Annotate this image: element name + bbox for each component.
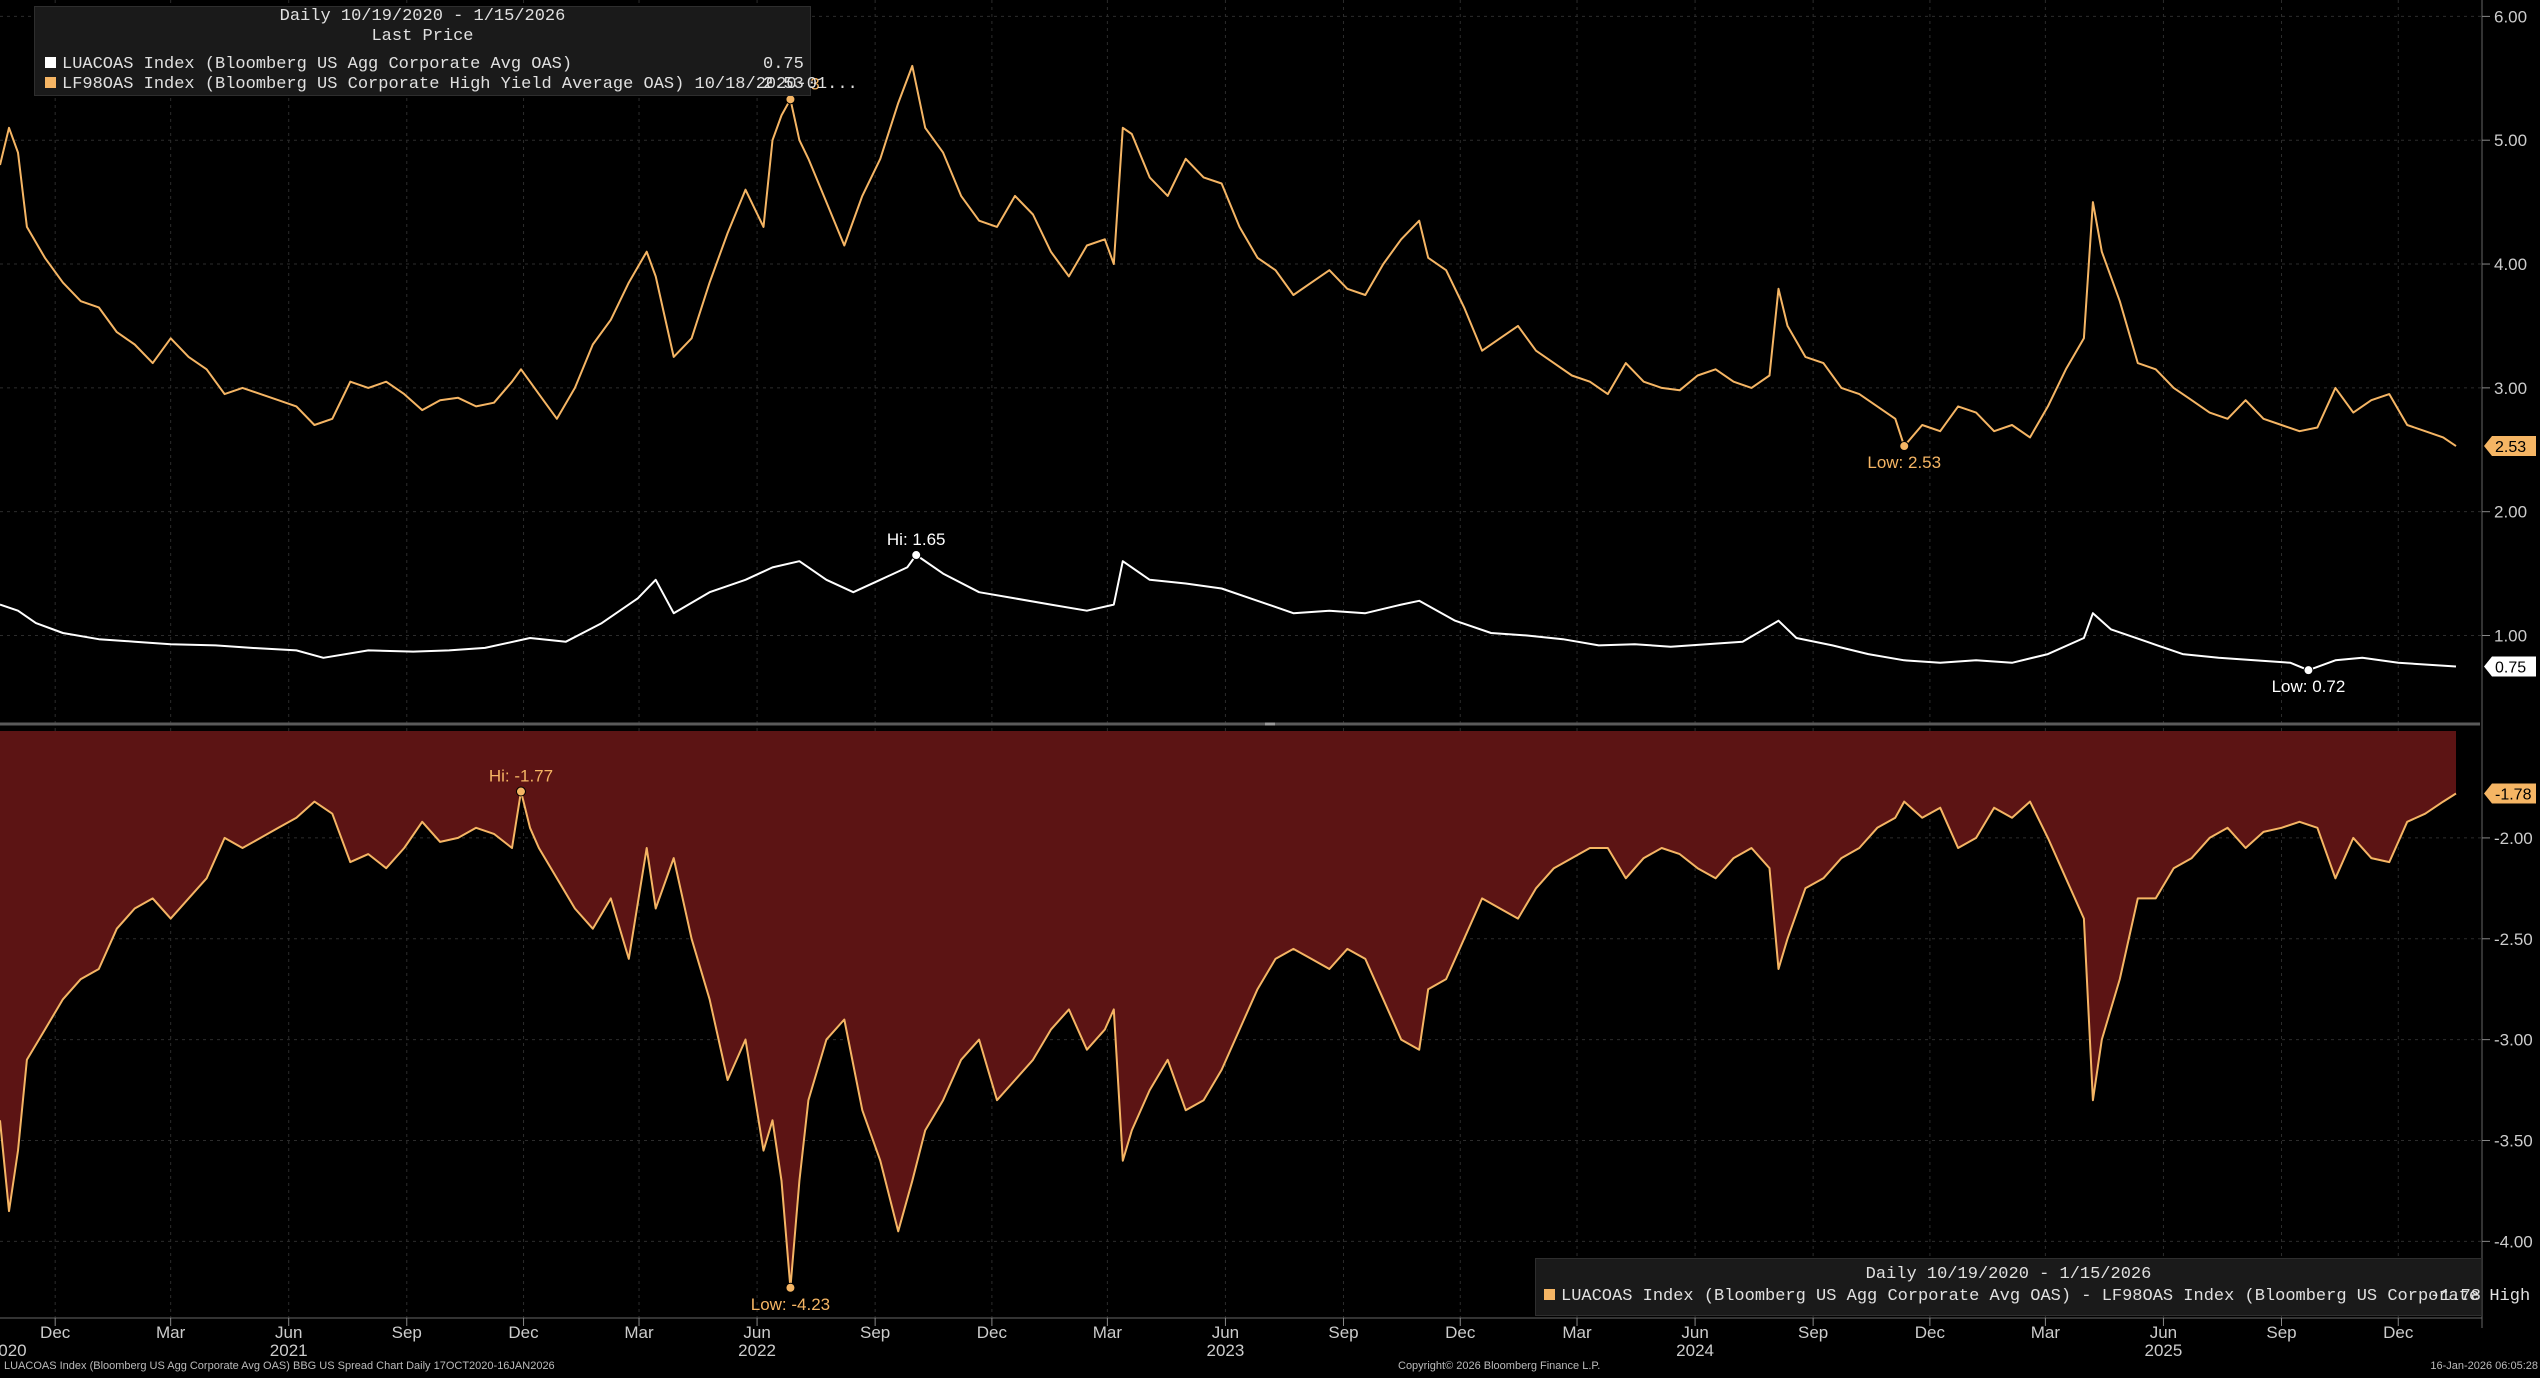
annotation-marker	[1899, 441, 1910, 452]
y-tick-label: 3.00	[2494, 379, 2527, 398]
last-value-tag	[2484, 436, 2536, 457]
annotation-marker	[785, 1282, 796, 1293]
x-tick-label: Sep	[392, 1323, 422, 1342]
top-legend[interactable]: Daily 10/19/2020 - 1/15/2026 Last Price …	[34, 6, 858, 96]
series-layer	[0, 64, 2457, 1289]
x-tick-label: Jun	[1681, 1323, 1708, 1342]
y-tick-label: -2.00	[2494, 829, 2533, 848]
x-tick-label: Mar	[1562, 1323, 1592, 1342]
y-tick-label: 2.00	[2494, 503, 2527, 522]
x-tick-label: Sep	[2266, 1323, 2296, 1342]
legend-item-label: LF98OAS Index (Bloomberg US Corporate Hi…	[62, 75, 858, 94]
spread-line	[0, 790, 2457, 1289]
x-year-label: 2025	[2145, 1341, 2183, 1360]
last-value-tag	[2484, 656, 2536, 677]
annotation-label: Low: 2.53	[1867, 453, 1941, 472]
x-tick-label: Jun	[743, 1323, 770, 1342]
y-tick-label: -2.50	[2494, 930, 2533, 949]
legend-item-lf98oas[interactable]: LF98OAS Index (Bloomberg US Corporate Hi…	[45, 75, 858, 95]
x-year-label: 2021	[270, 1341, 308, 1360]
y-tick-label: 6.00	[2494, 7, 2527, 26]
last-value-labels: 2.53 0.75 -1.78	[2484, 436, 2536, 804]
x-tick-label: Mar	[2031, 1323, 2061, 1342]
luacoas-swatch	[45, 57, 56, 68]
x-tick-label: Dec	[2383, 1323, 2414, 1342]
x-tick-label: Mar	[156, 1323, 186, 1342]
x-axis: Dec Mar Jun Sep Dec Mar Jun Sep Dec Mar Jun Sep Dec M…	[0, 1318, 2414, 1360]
annotation-marker	[515, 786, 526, 797]
legend-item-label: LUACOAS Index (Bloomberg US Agg Corporat…	[1561, 1287, 2531, 1306]
x-tick-label: Jun	[1212, 1323, 1239, 1342]
x-tick-label: Sep	[1798, 1323, 1828, 1342]
y-tick-label: 1.00	[2494, 627, 2527, 646]
y-tick-label: -3.00	[2494, 1031, 2533, 1050]
legend-item-spread[interactable]: LUACOAS Index (Bloomberg US Agg Corporat…	[1544, 1287, 2530, 1307]
legend-item-value: 0.75	[763, 55, 804, 74]
last-value-text: 0.75	[2495, 659, 2526, 676]
x-tick-label: Dec	[508, 1323, 539, 1342]
x-tick-label: Dec	[977, 1323, 1008, 1342]
x-tick-label: Sep	[860, 1323, 890, 1342]
x-tick-label: Dec	[40, 1323, 71, 1342]
hy-oas-line	[0, 64, 2457, 448]
last-value-text: 2.53	[2495, 439, 2526, 456]
annotation-marker	[911, 550, 922, 561]
x-year-label: 2022	[738, 1341, 776, 1360]
bottom-legend[interactable]: Daily 10/19/2020 - 1/15/2026 LUACOAS Ind…	[1535, 1258, 2530, 1316]
annotation-marker	[785, 94, 796, 105]
top-y-axis: 1.00 2.00 3.00 4.00 5.00 6.00	[2482, 7, 2527, 646]
lf98oas-swatch	[45, 77, 56, 88]
top-legend-header: Last Price	[371, 27, 474, 46]
footer-timestamp: 16-Jan-2026 06:05:28	[2430, 1360, 2538, 1372]
legend-item-luacoas[interactable]: LUACOAS Index (Bloomberg US Agg Corporat…	[45, 55, 572, 75]
annotation-label: Hi: -1.77	[489, 767, 553, 786]
bottom-y-axis: -2.00 -2.50 -3.00 -3.50 -4.00	[2482, 829, 2533, 1251]
x-tick-label: Mar	[624, 1323, 654, 1342]
top-legend-period: Daily 10/19/2020 - 1/15/2026	[279, 7, 566, 26]
ig-oas-line	[0, 554, 2457, 672]
x-year-label: 2024	[1676, 1341, 1714, 1360]
x-tick-label: Sep	[1328, 1323, 1358, 1342]
x-tick-label: Dec	[1445, 1323, 1476, 1342]
x-tick-label: Dec	[1915, 1323, 1946, 1342]
last-value-tag	[2484, 783, 2536, 804]
spread-area-fill	[0, 731, 2456, 1288]
y-tick-label: 4.00	[2494, 255, 2527, 274]
y-tick-label: -4.00	[2494, 1232, 2533, 1251]
legend-item-value: 2.53	[763, 75, 804, 94]
y-tick-label: 5.00	[2494, 131, 2527, 150]
last-value-text: -1.78	[2495, 787, 2532, 804]
x-tick-label: Mar	[1093, 1323, 1123, 1342]
y-tick-label: -3.50	[2494, 1132, 2533, 1151]
annotation-label: Low: 0.72	[2272, 677, 2346, 696]
footer-copyright: Copyright© 2026 Bloomberg Finance L.P.	[1398, 1360, 1601, 1372]
spread-swatch	[1544, 1289, 1555, 1300]
legend-item-value: -1.78	[2430, 1287, 2482, 1306]
x-tick-label: Jun	[2150, 1323, 2177, 1342]
x-tick-label: Jun	[275, 1323, 302, 1342]
annotation-label: Low: -4.23	[751, 1295, 830, 1314]
x-year-label: 2020	[0, 1341, 27, 1360]
annotation-label: Hi: 1.65	[887, 530, 946, 549]
annotation-marker	[2303, 665, 2314, 676]
top-panel-grid	[0, 0, 2482, 1318]
footer-source: LUACOAS Index (Bloomberg US Agg Corporat…	[4, 1360, 555, 1372]
bottom-legend-period: Daily 10/19/2020 - 1/15/2026	[1865, 1265, 2152, 1284]
legend-item-label: LUACOAS Index (Bloomberg US Agg Corporat…	[62, 55, 573, 74]
x-year-label: 2023	[1207, 1341, 1245, 1360]
